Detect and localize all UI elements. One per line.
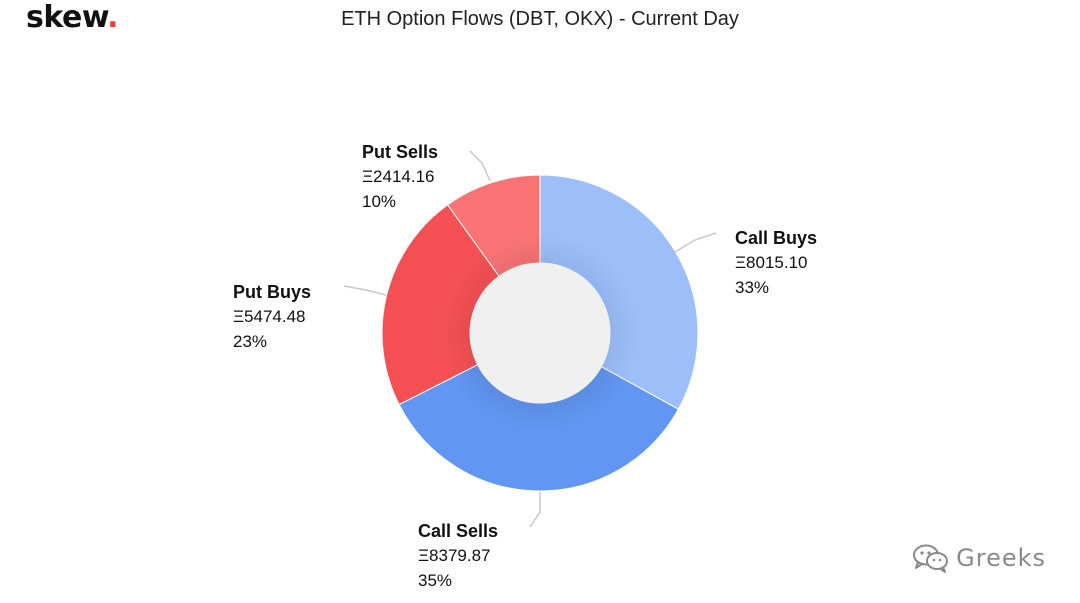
label-value-put-sells: Ξ2414.16 [362,167,435,186]
watermark-text: Greeks [956,544,1046,572]
label-value-put-buys: Ξ5474.48 [233,307,306,326]
wechat-icon [913,544,949,573]
label-percent-put-sells: 10% [362,192,396,211]
logo-dot: . [107,0,119,35]
label-value-call-sells: Ξ8379.87 [418,546,491,565]
connector-put-buys [343,285,387,296]
logo-text: skew [26,0,108,35]
donut-slices [381,174,699,492]
connector-call-sells [529,492,541,528]
label-percent-put-buys: 23% [233,332,267,351]
label-value-call-buys: Ξ8015.10 [735,253,808,272]
label-percent-call-sells: 35% [418,571,452,590]
label-name-call-buys: Call Buys [735,228,817,248]
label-name-call-sells: Call Sells [418,521,498,541]
connector-call-buys [674,232,717,253]
watermark: Greeks [912,540,1046,576]
label-name-put-buys: Put Buys [233,282,311,302]
slice-labels: Call Buys Ξ8015.10 33% Call Sells Ξ8379.87 35… [233,142,817,590]
label-percent-call-buys: 33% [735,278,769,297]
connector-put-sells [469,150,491,182]
chart-title: ETH Option Flows (DBT, OKX) - Current Da… [341,8,739,30]
skew-logo: skew. [26,0,119,38]
slice-call-buys [539,174,699,410]
label-connectors [343,150,717,528]
label-name-put-sells: Put Sells [362,142,438,162]
